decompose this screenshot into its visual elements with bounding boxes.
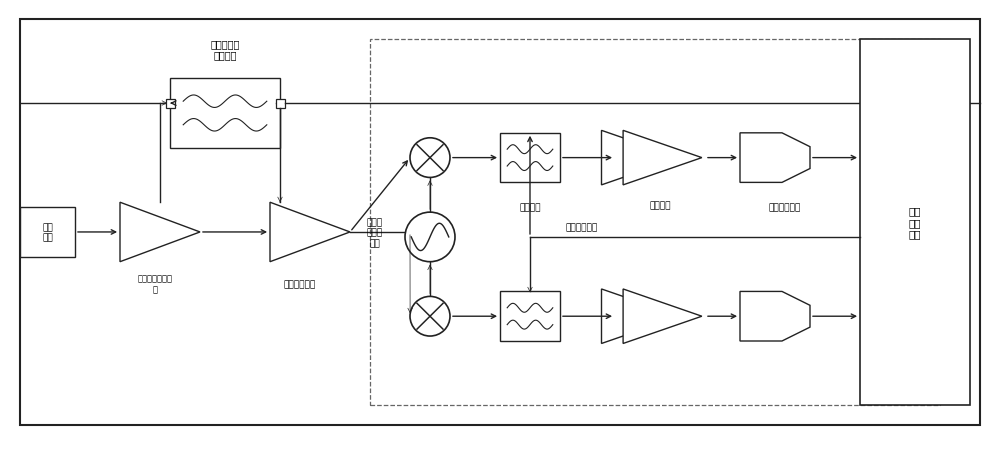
Polygon shape [623, 289, 702, 344]
Polygon shape [623, 131, 702, 186]
Polygon shape [740, 292, 810, 341]
Polygon shape [602, 131, 680, 186]
Text: 片外声表面
波滤波器: 片外声表面 波滤波器 [210, 39, 240, 60]
Circle shape [410, 297, 450, 336]
Text: 放大单元: 放大单元 [649, 201, 671, 210]
Bar [860, 40, 970, 405]
Bar [500, 292, 560, 341]
Text: 模数转换单元: 模数转换单元 [769, 203, 801, 212]
Bar [170, 79, 280, 148]
Text: 正交下
变频混
频器: 正交下 变频混 频器 [367, 217, 383, 248]
Bar [500, 133, 560, 183]
Text: 输入
信号: 输入 信号 [42, 223, 53, 242]
Text: 第二级放大器: 第二级放大器 [284, 279, 316, 288]
Polygon shape [270, 203, 350, 262]
Bar [20, 208, 75, 257]
Polygon shape [602, 289, 680, 344]
Polygon shape [740, 133, 810, 183]
Bar [276, 99, 285, 108]
Bar [166, 99, 175, 108]
Text: 前端第一级放大
器: 前端第一级放大 器 [138, 274, 173, 293]
Text: 反馈控制信号: 反馈控制信号 [565, 222, 597, 232]
Bar [20, 20, 980, 425]
Polygon shape [120, 203, 200, 262]
Text: 滤波单元: 滤波单元 [519, 203, 541, 212]
Text: 数字
处理
单元: 数字 处理 单元 [909, 206, 921, 239]
Circle shape [405, 212, 455, 262]
Circle shape [410, 138, 450, 178]
Bar [370, 40, 940, 405]
